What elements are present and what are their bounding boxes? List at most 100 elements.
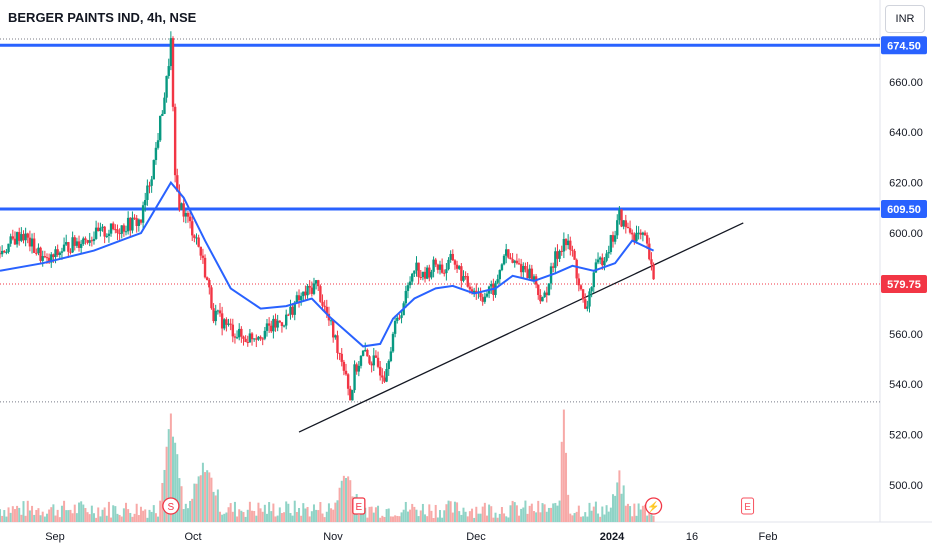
candle-body — [154, 147, 158, 161]
volume-bar — [103, 507, 106, 522]
volume-bar — [424, 514, 427, 522]
volume-bar — [520, 508, 523, 522]
volume-bar — [251, 510, 254, 522]
volume-bar — [229, 503, 232, 522]
volume-bar — [11, 506, 14, 522]
candle-body — [308, 285, 311, 288]
candle-body — [406, 285, 410, 291]
volume-bar — [385, 509, 388, 522]
volume-bar — [114, 506, 117, 522]
candle-body — [148, 185, 151, 187]
candle-body — [210, 287, 213, 309]
earnings-event-marker[interactable] — [741, 497, 755, 515]
candle-body — [139, 219, 143, 223]
candle-body — [184, 213, 188, 217]
candle-body — [94, 227, 98, 239]
candle-body — [255, 338, 258, 340]
volume-bar — [257, 502, 260, 522]
candle-body — [101, 226, 104, 228]
volume-bar — [637, 503, 640, 522]
volume-bar — [509, 505, 512, 522]
volume-bar — [268, 502, 271, 522]
volume-bar — [125, 502, 128, 522]
candle-body — [387, 361, 390, 370]
currency-selector[interactable]: INR — [885, 5, 925, 33]
candle-body — [272, 318, 275, 332]
candle-body — [581, 289, 585, 300]
candle-body — [611, 235, 615, 242]
volume-bar — [496, 517, 499, 522]
volume-bar — [573, 513, 576, 522]
volume-bar — [319, 502, 322, 522]
candle-body — [259, 336, 262, 339]
candle-body — [99, 227, 102, 232]
volume-bar — [242, 512, 245, 522]
volume-bar — [629, 506, 632, 522]
candle-body — [635, 232, 638, 242]
candle-body — [586, 306, 589, 309]
earnings-event-marker[interactable] — [352, 497, 366, 515]
candle-body — [24, 233, 27, 241]
candle-body — [528, 268, 531, 279]
candle-body — [445, 269, 448, 274]
candle-body — [109, 223, 113, 234]
volume-bar — [75, 513, 78, 522]
volume-bar — [270, 511, 273, 522]
dividend-event-marker[interactable] — [644, 497, 663, 515]
volume-bar — [135, 503, 138, 522]
volume-bar — [35, 509, 38, 522]
candle-body — [144, 199, 147, 206]
candle-body — [124, 231, 128, 233]
candle-body — [5, 251, 8, 253]
volume-bar — [0, 509, 1, 522]
event-marker-label: E — [355, 502, 362, 513]
candle-body — [378, 366, 382, 376]
candle-body — [342, 361, 346, 371]
candle-body — [470, 289, 474, 293]
volume-bar — [524, 500, 527, 522]
candle-body — [205, 277, 209, 281]
volume-bar — [396, 515, 399, 522]
split-event-marker[interactable] — [162, 497, 180, 515]
volume-bar — [24, 515, 27, 522]
volume-bar — [206, 470, 209, 522]
candle-body — [524, 265, 527, 270]
volume-bar — [298, 507, 301, 522]
volume-bar — [537, 500, 540, 522]
volume-bar — [445, 504, 448, 522]
volume-bar — [547, 507, 550, 522]
volume-bar — [150, 511, 153, 522]
volume-bar — [535, 512, 538, 522]
x-tick-label: Oct — [184, 531, 201, 543]
volume-bar — [180, 486, 183, 522]
volume-bar — [139, 506, 142, 522]
candle-body — [161, 113, 164, 116]
volume-bar — [7, 507, 10, 522]
volume-bar — [449, 501, 452, 522]
volume-bar — [334, 502, 337, 522]
candle-body — [312, 283, 316, 294]
candle-body — [238, 328, 241, 338]
candle-body — [592, 272, 595, 288]
volume-bar — [88, 514, 91, 522]
candle-body — [77, 241, 81, 248]
volume-bar — [22, 501, 25, 522]
candle-body — [141, 205, 145, 223]
candle-body — [349, 388, 352, 401]
candle-body — [173, 106, 177, 176]
candle-body — [357, 365, 361, 372]
candle-body — [509, 257, 512, 260]
trendline[interactable] — [298, 222, 744, 433]
volume-bar — [381, 515, 384, 522]
candle-body — [18, 232, 21, 241]
candle-body — [588, 291, 591, 307]
candle-body — [511, 259, 514, 263]
volume-bar — [18, 507, 21, 522]
candle-body — [197, 237, 200, 247]
candle-body — [287, 314, 290, 316]
candle-body — [90, 240, 94, 242]
candle-body — [331, 320, 335, 338]
candle-body — [152, 160, 155, 180]
volume-bar — [304, 508, 307, 522]
